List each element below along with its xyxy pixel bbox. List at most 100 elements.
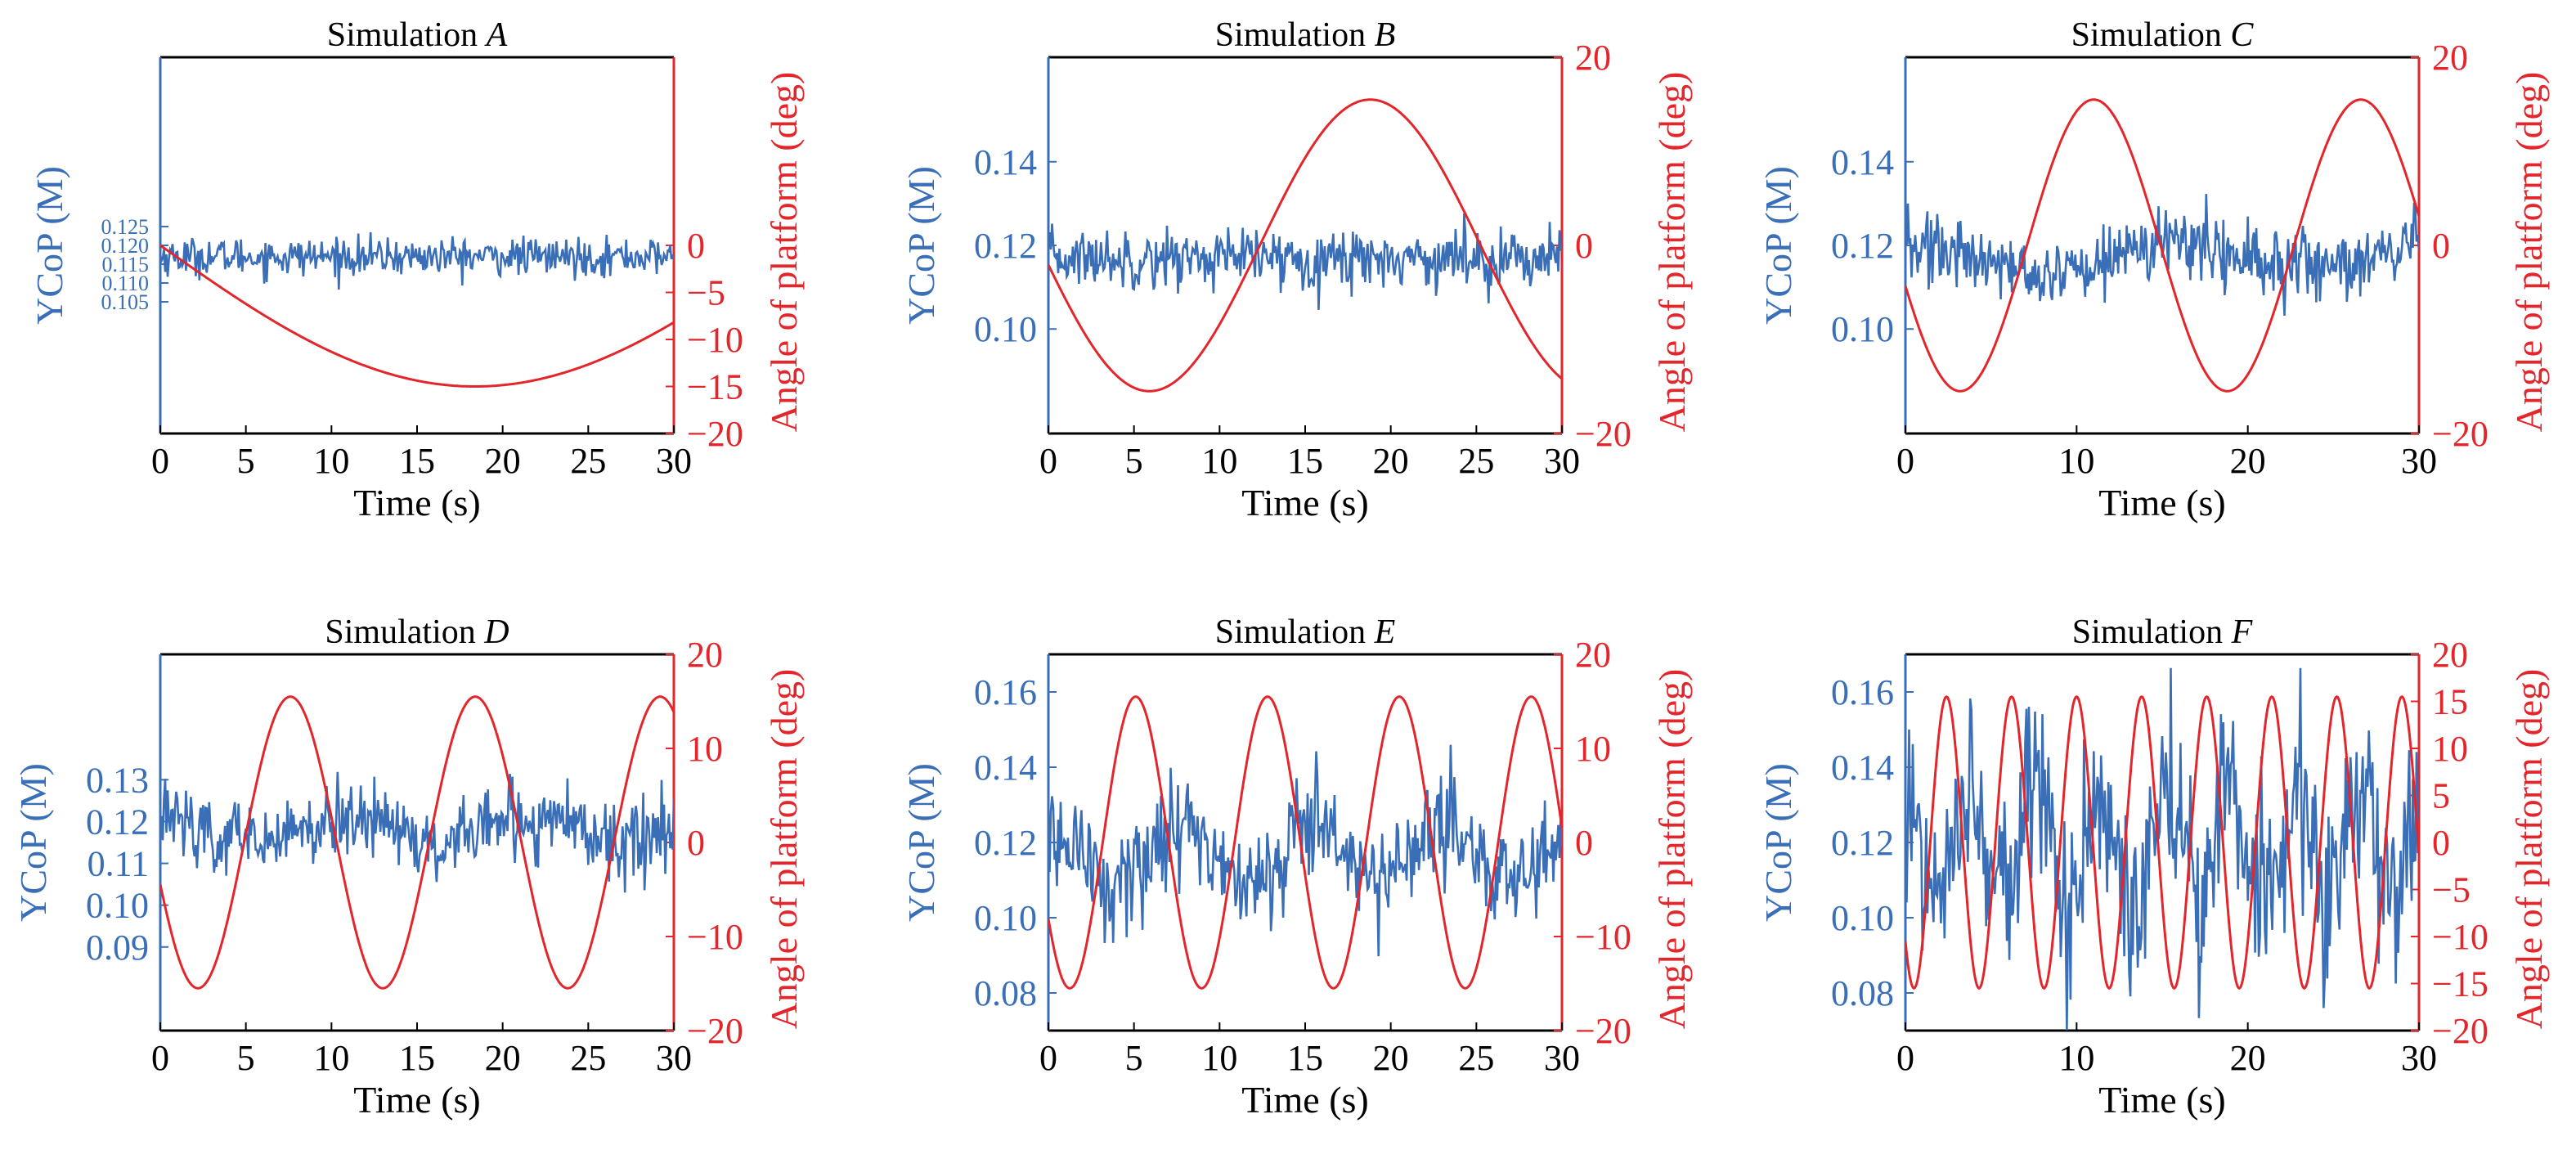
ycop-series-line [1905,194,2419,316]
x-tick-label: 15 [1287,1038,1323,1078]
right-tick-label: 0 [687,226,705,266]
x-tick-label: 30 [656,441,692,481]
right-axis-label: Angle of platform (deg) [763,669,805,1030]
left-tick-label: 0.08 [974,973,1037,1013]
x-tick-label: 0 [151,1038,169,1078]
left-tick-label: 0.10 [974,309,1037,349]
left-tick-label: 0.12 [1831,226,1894,266]
platform-angle-series-line [160,244,674,388]
left-axis-label: YCoP (M) [900,166,942,325]
x-axis-label: Time (s) [1241,1079,1369,1121]
right-tick-label: 0 [2432,226,2450,266]
right-tick-label: 20 [2432,635,2468,675]
x-tick-label: 20 [485,441,521,481]
x-tick-label: 15 [1287,441,1323,481]
left-tick-label: 0.14 [1831,748,1894,788]
left-axis-label: YCoP (M) [900,763,942,922]
left-tick-label: 0.14 [974,142,1037,182]
ycop-series-line [1048,744,1562,957]
platform-angle-series-line [1905,98,2419,393]
x-tick-label: 10 [313,1038,349,1078]
left-tick-label: 0.14 [1831,142,1894,182]
right-tick-label: −15 [2432,964,2488,1004]
right-tick-label: −5 [2432,870,2471,910]
left-tick-label: 0.11 [88,844,149,884]
x-tick-label: 10 [2058,1038,2094,1078]
right-tick-label: 0 [1575,823,1593,863]
x-tick-label: 30 [656,1038,692,1078]
x-tick-label: 5 [237,1038,255,1078]
panel-c: Simulation C 0 10 20 30 Time (s) 0.10 0.12 0.14 Y… [1757,16,2550,523]
left-tick-label: 0.105 [101,290,150,314]
right-tick-label: 5 [2432,776,2450,816]
right-tick-label: −15 [687,367,743,407]
right-axis-label: Angle of platform (deg) [763,72,805,433]
right-tick-label: 10 [2432,729,2468,769]
x-tick-label: 25 [1458,1038,1494,1078]
x-tick-label: 30 [1544,441,1580,481]
x-tick-label: 0 [151,441,169,481]
x-tick-label: 30 [2401,441,2437,481]
right-tick-label: 10 [1575,729,1611,769]
x-tick-label: 5 [1125,1038,1143,1078]
chart-title: Simulation F [2072,613,2253,651]
chart-title: Simulation E [1215,613,1396,651]
x-axis-label: Time (s) [2098,1079,2226,1121]
x-tick-label: 15 [399,1038,435,1078]
x-tick-label: 0 [1896,1038,1914,1078]
right-tick-label: −20 [687,414,743,454]
right-tick-label: 0 [2432,823,2450,863]
right-tick-label: 20 [2432,38,2468,78]
x-tick-label: 25 [1458,441,1494,481]
x-tick-label: 10 [313,441,349,481]
right-axis-label: Angle of platform (deg) [1651,669,1693,1030]
x-tick-label: 0 [1039,441,1057,481]
x-tick-label: 5 [237,441,255,481]
ycop-series-line [1048,213,1562,310]
left-tick-label: 0.12 [1831,823,1894,863]
x-tick-label: 20 [2230,441,2266,481]
left-tick-label: 0.09 [86,928,149,968]
chart-title: Simulation D [325,613,509,651]
x-tick-label: 10 [1201,1038,1237,1078]
left-axis-label: YCoP (M) [12,763,54,922]
right-tick-label: −10 [687,320,743,360]
left-tick-label: 0.12 [974,823,1037,863]
right-tick-label: −20 [687,1011,743,1051]
left-tick-label: 0.120 [101,234,150,258]
right-tick-label: −20 [2432,414,2488,454]
left-tick-label: 0.16 [974,672,1037,712]
platform-angle-series-line [1048,695,1562,990]
x-axis-label: Time (s) [353,482,481,523]
right-tick-label: 20 [687,635,723,675]
x-axis-label: Time (s) [353,1079,481,1121]
left-tick-label: 0.08 [1831,973,1894,1013]
right-tick-label: −20 [1575,1011,1631,1051]
right-tick-label: 15 [2432,682,2468,722]
platform-angle-series-line [160,695,674,990]
platform-angle-series-line [1905,695,2419,991]
x-tick-label: 5 [1125,441,1143,481]
x-tick-label: 25 [570,1038,606,1078]
panel-f: Simulation F 0 10 20 30 Time (s) 0.08 0.10 0.12 0… [1757,613,2550,1121]
left-axis-label: YCoP (M) [1757,763,1799,922]
left-tick-label: 0.10 [1831,309,1894,349]
left-tick-label: 0.13 [86,760,149,800]
right-tick-label: −20 [2432,1011,2488,1051]
x-axis-label: Time (s) [2098,482,2226,523]
x-tick-label: 20 [1373,1038,1409,1078]
chart-title: Simulation C [2071,16,2255,54]
x-tick-label: 30 [2401,1038,2437,1078]
x-tick-label: 10 [2058,441,2094,481]
x-tick-label: 20 [485,1038,521,1078]
ycop-series-line [160,231,674,290]
right-tick-label: −20 [1575,414,1631,454]
x-tick-label: 10 [1201,441,1237,481]
x-tick-label: 15 [399,441,435,481]
panel-d: Simulation D 0 5 10 15 20 25 30 Time (s) 0.090.10… [12,613,805,1121]
right-tick-label: −5 [687,273,725,313]
left-tick-label: 0.110 [101,272,149,295]
x-tick-label: 20 [2230,1038,2266,1078]
left-tick-label: 0.16 [1831,672,1894,712]
